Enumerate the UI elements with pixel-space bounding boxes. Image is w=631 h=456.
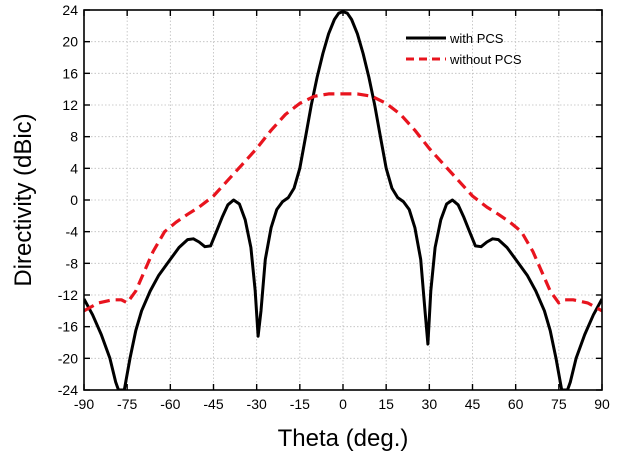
y-tick-label: 24 bbox=[62, 2, 78, 18]
y-tick-label: -8 bbox=[66, 255, 79, 271]
y-tick-label: -4 bbox=[66, 224, 79, 240]
y-tick-label: -24 bbox=[58, 382, 78, 398]
x-tick-label: -45 bbox=[203, 396, 223, 412]
x-tick-label: -15 bbox=[290, 396, 310, 412]
x-tick-label: 0 bbox=[339, 396, 347, 412]
x-tick-label: 60 bbox=[508, 396, 524, 412]
y-tick-label: 0 bbox=[70, 192, 78, 208]
x-tick-label: -60 bbox=[160, 396, 180, 412]
x-tick-label: -30 bbox=[247, 396, 267, 412]
y-tick-label: 20 bbox=[62, 34, 78, 50]
series-line-without-pcs bbox=[84, 92, 602, 313]
x-tick-label: 45 bbox=[465, 396, 481, 412]
x-tick-label: -90 bbox=[74, 396, 94, 412]
y-tick-label: 12 bbox=[62, 97, 78, 113]
legend-label: with PCS bbox=[449, 31, 504, 46]
x-axis-title: Theta (deg.) bbox=[278, 425, 409, 452]
y-tick-labels: -24 -20 -16 -12 -8 -4 0 4 8 12 16 20 24 bbox=[58, 2, 78, 398]
x-tick-label: 90 bbox=[594, 396, 610, 412]
legend-label: without PCS bbox=[449, 52, 522, 67]
y-tick-label: 8 bbox=[70, 129, 78, 145]
y-tick-label: -16 bbox=[58, 319, 78, 335]
x-tick-label: -75 bbox=[117, 396, 137, 412]
x-tick-label: 30 bbox=[422, 396, 438, 412]
y-tick-label: -12 bbox=[58, 287, 78, 303]
x-tick-label: 75 bbox=[551, 396, 567, 412]
gridlines bbox=[84, 10, 602, 390]
y-tick-label: 16 bbox=[62, 65, 78, 81]
y-axis-title: Directivity (dBic) bbox=[10, 113, 37, 286]
legend: with PCS without PCS bbox=[406, 31, 522, 67]
tick-marks bbox=[83, 9, 603, 391]
x-tick-label: 15 bbox=[378, 396, 394, 412]
x-tick-labels: -90 -75 -60 -45 -30 -15 0 15 30 45 60 75 90 bbox=[74, 396, 610, 412]
y-tick-label: -20 bbox=[58, 350, 78, 366]
y-tick-label: 4 bbox=[70, 160, 78, 176]
